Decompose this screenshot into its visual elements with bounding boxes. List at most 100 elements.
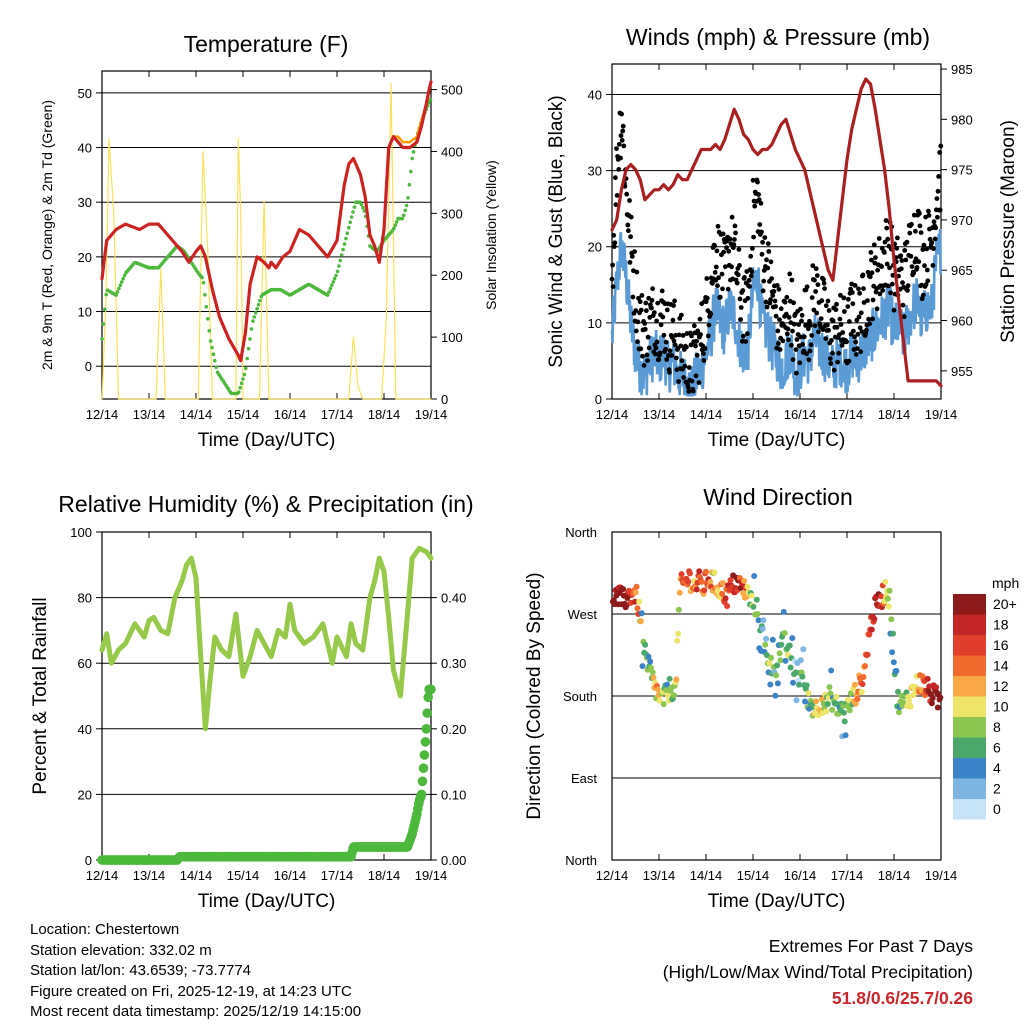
- extremes-box: Extremes For Past 7 Days (High/Low/Max W…: [663, 933, 973, 1011]
- direction-marker: [824, 701, 831, 707]
- direction-marker: [724, 603, 731, 610]
- gust-marker: [750, 177, 756, 183]
- gust-marker: [810, 263, 816, 269]
- dewpoint-marker: [103, 307, 107, 312]
- gust-marker: [697, 316, 703, 322]
- speed-legend-label: 10: [993, 699, 1009, 715]
- gust-marker: [747, 284, 752, 289]
- humidity-xtick-label: 19/14: [415, 868, 448, 883]
- gust-marker: [672, 298, 677, 304]
- gust-marker: [842, 309, 847, 314]
- humidity-ytick-right-label: 0.40: [441, 591, 466, 606]
- humidity-xtick-label: 16/14: [274, 868, 307, 883]
- gust-marker: [653, 351, 658, 357]
- dewpoint-marker: [210, 345, 214, 350]
- gust-marker: [787, 271, 793, 277]
- dewpoint-marker: [238, 385, 242, 390]
- direction-marker: [782, 657, 789, 664]
- gust-marker: [774, 283, 780, 288]
- relative-humidity-line: [99, 545, 434, 732]
- gust-marker: [663, 346, 668, 352]
- direction-ytick-label: West: [568, 607, 598, 622]
- temperature-xtick-label: 18/14: [368, 407, 401, 422]
- direction-marker: [858, 689, 865, 696]
- gust-marker: [929, 240, 935, 246]
- direction-marker: [722, 595, 729, 602]
- gust-marker: [756, 192, 761, 197]
- gust-marker: [823, 303, 829, 309]
- gust-marker: [856, 286, 861, 292]
- gust-marker: [873, 255, 878, 260]
- winds-xtick-label: 19/14: [925, 407, 958, 422]
- dewpoint-marker: [325, 293, 330, 297]
- direction-marker: [774, 680, 781, 687]
- gust-marker: [880, 288, 886, 293]
- dewpoint-marker: [118, 283, 123, 288]
- gust-marker: [743, 339, 749, 344]
- dewpoint-marker: [361, 205, 365, 210]
- direction-marker: [895, 709, 902, 716]
- winds-xtick-label: 17/14: [831, 407, 864, 422]
- rainfall-marker: [417, 776, 428, 787]
- dewpoint-marker: [362, 209, 367, 213]
- direction-marker: [759, 625, 766, 632]
- direction-xtick-label: 17/14: [831, 868, 864, 883]
- direction-marker: [893, 667, 900, 674]
- gust-marker: [875, 267, 880, 273]
- direction-marker: [823, 708, 830, 715]
- gust-marker: [865, 298, 870, 303]
- temperature-ytick-right-label: 500: [441, 83, 463, 98]
- gust-marker: [887, 265, 892, 271]
- gust-marker: [761, 268, 767, 273]
- winds-ytick-right-label: 965: [951, 263, 973, 278]
- humidity-xtick-label: 14/14: [180, 868, 213, 883]
- gust-marker: [814, 310, 820, 316]
- gust-marker: [765, 265, 771, 271]
- direction-marker: [802, 698, 808, 705]
- gust-marker: [884, 261, 890, 267]
- gust-marker: [902, 248, 908, 253]
- gust-marker: [791, 321, 797, 327]
- gust-marker: [714, 248, 720, 254]
- direction-marker: [787, 664, 794, 671]
- winds-ytick-right-label: 970: [951, 213, 973, 228]
- gust-marker: [715, 223, 721, 229]
- direction-marker: [674, 637, 681, 644]
- gust-marker: [735, 272, 741, 278]
- gust-marker: [918, 230, 924, 236]
- direction-marker: [645, 653, 652, 660]
- gust-marker: [734, 280, 740, 286]
- station-elevation: Station elevation: 332.02 m: [30, 941, 212, 959]
- direction-marker: [906, 697, 912, 704]
- gust-marker: [741, 333, 746, 339]
- gust-marker: [835, 359, 840, 365]
- gust-marker: [925, 278, 931, 284]
- direction-marker: [868, 626, 875, 633]
- dewpoint-marker: [237, 390, 241, 394]
- dewpoint-marker: [403, 208, 408, 213]
- direction-marker: [934, 704, 941, 711]
- gust-marker: [789, 277, 795, 283]
- gust-marker: [654, 339, 660, 345]
- gust-marker: [755, 179, 760, 185]
- gust-marker: [814, 273, 820, 278]
- gust-marker: [931, 246, 936, 252]
- gust-marker: [818, 316, 824, 321]
- winds-xtick-label: 15/14: [737, 407, 770, 422]
- gust-marker: [935, 214, 940, 220]
- gust-marker: [776, 286, 782, 292]
- humidity-panel: Relative Humidity (%) & Precipitation (i…: [30, 491, 474, 912]
- gust-marker: [853, 352, 859, 357]
- gust-marker: [845, 296, 851, 302]
- gust-marker: [738, 317, 743, 322]
- temperature-frame: [101, 70, 432, 400]
- gust-marker: [837, 316, 843, 322]
- gust-marker: [877, 291, 883, 297]
- direction-marker: [781, 630, 788, 636]
- speed-legend-label: 4: [993, 760, 1001, 776]
- gust-marker: [667, 348, 673, 354]
- gust-marker: [620, 128, 626, 134]
- gust-marker: [614, 146, 619, 152]
- dewpoint-marker: [407, 182, 412, 187]
- dewpoint-marker: [204, 305, 209, 309]
